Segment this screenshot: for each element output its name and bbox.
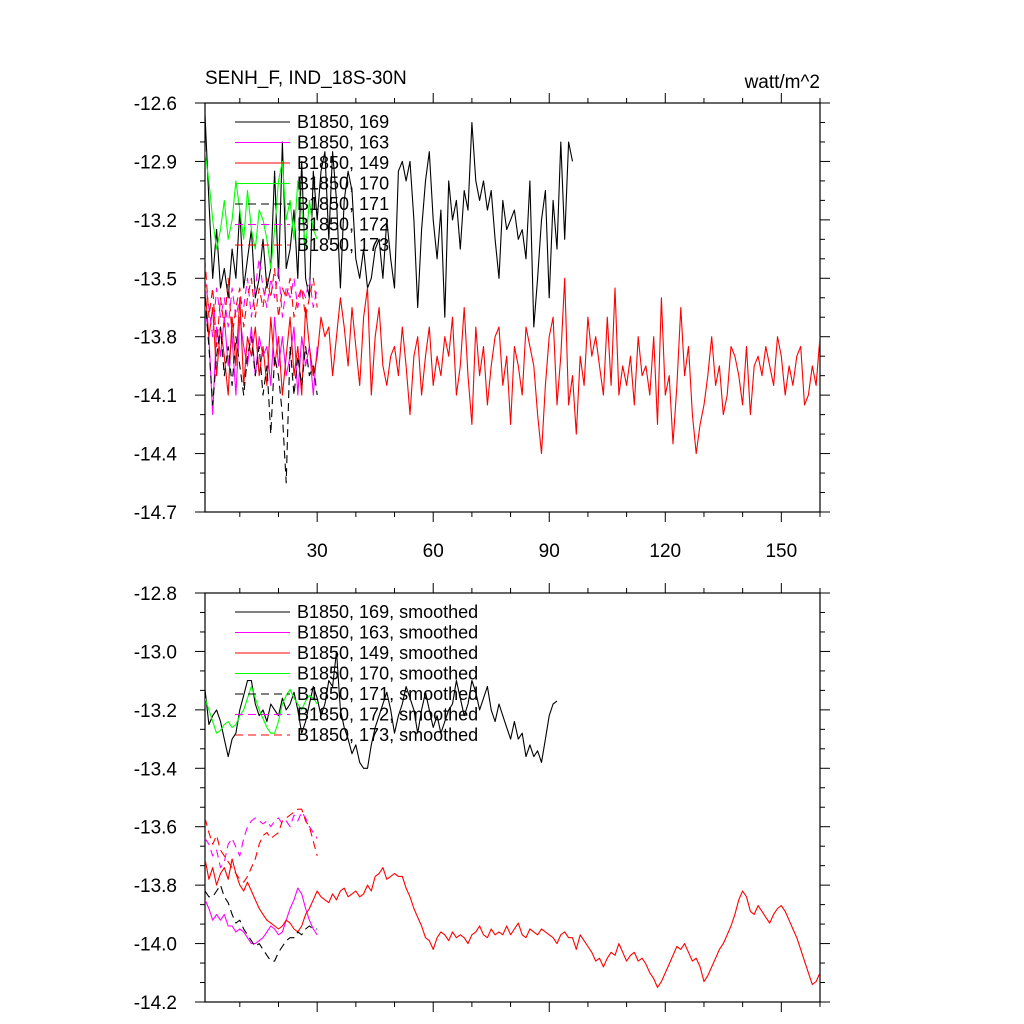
legend-label-4: B1850, 170, smoothed <box>297 664 478 684</box>
bottom-panel: -12.8 -13.0 -13.2 -13.4 -13.6 -13.8 -14.0 -14.2… <box>134 583 830 1014</box>
legend-label-7: B1850, 173, smoothed <box>297 725 478 745</box>
series-line-7 <box>205 258 318 348</box>
legend-label-1: B1850, 169, smoothed <box>297 602 478 622</box>
plot-area <box>205 650 820 988</box>
top-panel: -12.6 -12.9 -13.2 -13.5 -13.8 -14.1 -14.4 -14.7… <box>134 93 830 562</box>
series-line-6 <box>205 258 318 338</box>
y-tick-label: -13.8 <box>134 876 177 897</box>
y-tick-label: -14.2 <box>134 993 177 1014</box>
y-tick-label: -13.6 <box>134 818 177 839</box>
legend-label-2: B1850, 163 <box>297 133 389 153</box>
y-tick-label: -12.9 <box>134 152 177 173</box>
chart-title: SENH_F, IND_18S-30N <box>205 68 407 89</box>
y-tick-label: -13.2 <box>134 211 177 232</box>
x-tick-label: 150 <box>765 541 797 562</box>
legend-label-6: B1850, 172, smoothed <box>297 705 478 725</box>
plot-frame <box>204 592 821 1003</box>
x-tick-label: 60 <box>423 541 444 562</box>
series-line-6 <box>205 811 318 869</box>
y-tick-label: -13.2 <box>134 701 177 722</box>
series-line-4 <box>205 151 318 270</box>
y-tick-label: -12.8 <box>134 584 177 605</box>
y-tick-label: -13.4 <box>134 759 178 780</box>
x-tick-label: 30 <box>307 541 328 562</box>
y-tick-label: -14.7 <box>134 503 177 524</box>
legend-label-6: B1850, 172 <box>297 215 389 235</box>
legend-label-4: B1850, 170 <box>297 174 389 194</box>
y-tick-label: -13.5 <box>134 269 177 290</box>
y-tick-label: -14.4 <box>134 445 178 466</box>
x-tick-label: 120 <box>649 541 681 562</box>
plot-area <box>205 114 820 484</box>
series-line-1 <box>205 650 558 769</box>
units-label: watt/m^2 <box>744 72 820 93</box>
series-line-5 <box>205 297 318 484</box>
y-tick-label: -12.6 <box>134 94 177 115</box>
legend-label-3: B1850, 149, smoothed <box>297 643 478 663</box>
legend-label-2: B1850, 163, smoothed <box>297 623 478 643</box>
y-tick-label: -14.0 <box>134 935 177 956</box>
legend-label-1: B1850, 169 <box>297 112 389 132</box>
legend-label-5: B1850, 171 <box>297 194 389 214</box>
series-line-3 <box>205 858 820 988</box>
y-tick-label: -13.0 <box>134 642 177 663</box>
series-line-5 <box>205 884 318 962</box>
series-line-7 <box>205 808 318 883</box>
legend-label-5: B1850, 171, smoothed <box>297 684 478 704</box>
series-line-3 <box>205 277 820 455</box>
legend-label-3: B1850, 149 <box>297 153 389 173</box>
y-tick-label: -14.1 <box>134 386 177 407</box>
series-line-2 <box>205 887 318 945</box>
legend-label-7: B1850, 173 <box>297 235 389 255</box>
y-tick-label: -13.8 <box>134 328 177 349</box>
x-tick-label: 90 <box>539 541 560 562</box>
